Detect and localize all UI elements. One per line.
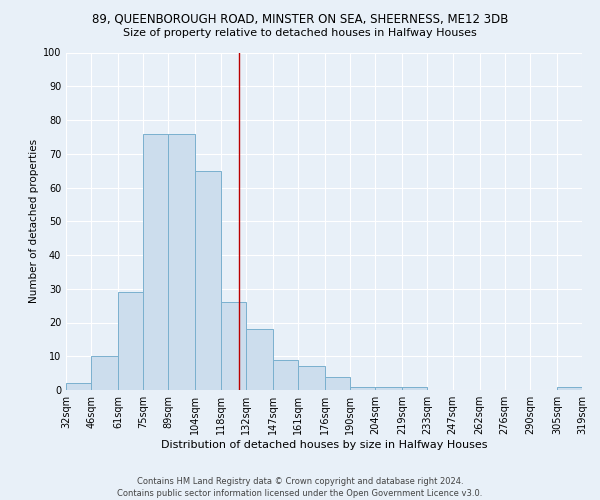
Bar: [118, 292, 143, 390]
Text: Contains HM Land Registry data © Crown copyright and database right 2024.
Contai: Contains HM Land Registry data © Crown c…: [118, 476, 482, 498]
Bar: [221, 302, 246, 390]
Bar: [196, 170, 221, 390]
Bar: [169, 134, 196, 390]
Bar: [273, 360, 298, 390]
Text: Size of property relative to detached houses in Halfway Houses: Size of property relative to detached ho…: [123, 28, 477, 38]
Bar: [91, 356, 118, 390]
Text: 89 QUEENBOROUGH ROAD: 128sqm
← 85% of detached houses are smaller (276)
15% of s: 89 QUEENBOROUGH ROAD: 128sqm ← 85% of de…: [0, 499, 1, 500]
Text: 89, QUEENBOROUGH ROAD, MINSTER ON SEA, SHEERNESS, ME12 3DB: 89, QUEENBOROUGH ROAD, MINSTER ON SEA, S…: [92, 12, 508, 26]
X-axis label: Distribution of detached houses by size in Halfway Houses: Distribution of detached houses by size …: [161, 440, 487, 450]
Bar: [325, 376, 350, 390]
Bar: [402, 386, 427, 390]
Bar: [298, 366, 325, 390]
Bar: [66, 383, 91, 390]
Bar: [143, 134, 169, 390]
Bar: [375, 386, 402, 390]
Bar: [246, 329, 273, 390]
Bar: [557, 386, 582, 390]
Y-axis label: Number of detached properties: Number of detached properties: [29, 139, 38, 304]
Bar: [350, 386, 375, 390]
